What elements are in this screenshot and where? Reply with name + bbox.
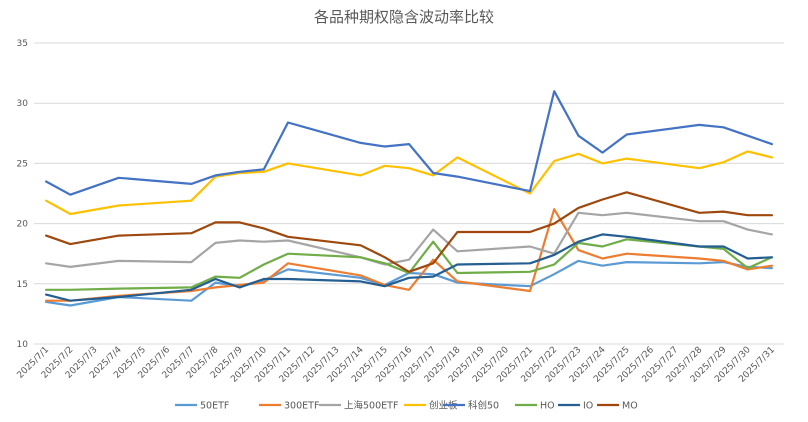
legend-item: IO — [558, 401, 593, 412]
y-tick-label: 10 — [17, 340, 29, 350]
y-tick-label: 15 — [17, 280, 28, 290]
y-tick-label: 20 — [17, 220, 29, 230]
y-axis-ticks: 10 15 20 25 30 35 — [17, 39, 29, 350]
series-line-0 — [44, 259, 774, 307]
series-line-7 — [44, 191, 774, 273]
legend-label: IO — [583, 401, 593, 412]
x-axis-ticks: 2025/7/12025/7/22025/7/32025/7/42025/7/5… — [16, 345, 777, 385]
y-tick-label: 25 — [17, 159, 28, 169]
legend-label: 上海500ETF — [344, 400, 398, 412]
y-tick-label: 35 — [17, 39, 28, 49]
legend-item: 300ETF — [259, 401, 319, 412]
legend-item: HO — [515, 401, 555, 412]
gridlines — [34, 42, 784, 345]
series-line-3 — [44, 150, 774, 216]
legend-item: 上海500ETF — [319, 400, 398, 412]
series-line-1 — [44, 208, 774, 302]
legend-label: MO — [622, 401, 638, 412]
legend-item: 50ETF — [175, 401, 229, 412]
y-tick-label: 30 — [17, 99, 29, 109]
legend-label: HO — [540, 401, 555, 412]
series-line-6 — [44, 233, 774, 302]
series-line-4 — [44, 90, 774, 196]
series-lines — [44, 90, 774, 307]
legend-item: 科创50 — [443, 400, 499, 412]
legend-label: 50ETF — [200, 401, 229, 412]
series-line-5 — [44, 238, 774, 291]
legend-item: MO — [597, 401, 638, 412]
legend-label: 科创50 — [468, 400, 499, 412]
legend: 50ETF300ETF上海500ETF创业板科创50HOIOMO — [175, 400, 638, 412]
legend-label: 300ETF — [284, 401, 319, 412]
chart-title: 各品种期权隐含波动率比较 — [314, 8, 494, 26]
series-line-2 — [44, 211, 774, 268]
